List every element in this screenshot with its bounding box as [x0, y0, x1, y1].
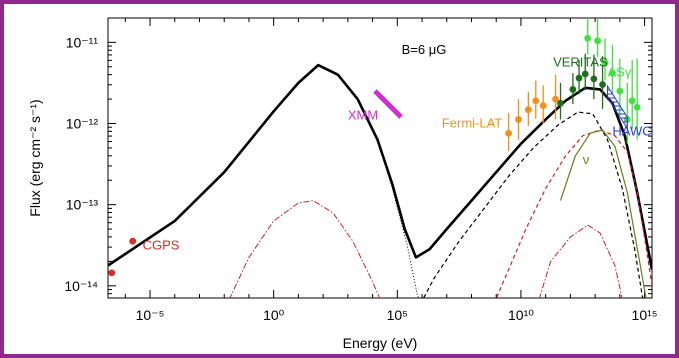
annotation-text: B=6 μG	[402, 42, 447, 57]
y-axis-title: Flux (erg cm⁻² s⁻¹)	[27, 99, 43, 216]
data-point-as	[616, 87, 624, 95]
data-point-fermi-lat	[505, 129, 512, 137]
model-curve-secondary-ic	[538, 224, 623, 298]
data-point-veritas	[569, 86, 577, 93]
model-curve-ic-component	[422, 111, 644, 298]
x-tick-label: 10⁰	[263, 307, 285, 323]
data-point-cgps	[108, 269, 116, 277]
series-label: HAWC	[612, 124, 651, 139]
data-point-fermi-lat	[524, 106, 532, 114]
model-curve-synchrotron-cutoff	[377, 139, 420, 298]
x-tick-label: 10¹⁰	[508, 307, 534, 323]
series-label: VERITAS	[553, 55, 608, 70]
data-point-as	[601, 59, 609, 67]
model-curve-pion-decay	[559, 129, 647, 298]
data-point-veritas	[599, 81, 606, 88]
data-point-as	[584, 34, 592, 42]
x-tick-label: 10⁵	[387, 307, 408, 323]
y-tick-label: 10⁻¹²	[66, 116, 99, 132]
series-label: Fermi-LAT	[442, 116, 502, 131]
model-curve-secondary-ic-dashed	[495, 129, 652, 298]
data-point-veritas	[581, 70, 589, 78]
y-tick-label: 10⁻¹³	[66, 197, 99, 213]
data-point-veritas	[575, 74, 583, 82]
series-label: ν	[583, 152, 590, 167]
series-label: ASγ	[607, 64, 631, 79]
data-point-as	[594, 37, 601, 45]
data-point-fermi-lat	[515, 116, 522, 123]
x-axis-title: Energy (eV)	[343, 335, 418, 351]
x-tick-label: 10¹⁵	[632, 307, 658, 323]
model-curve-total	[108, 63, 652, 270]
model-curve-secondary-sync	[229, 200, 381, 298]
data-point-fermi-lat	[552, 95, 559, 103]
data-point-cgps	[129, 237, 137, 245]
data-point-fermi-lat	[532, 97, 540, 105]
data-point-veritas	[590, 75, 598, 83]
data-point-as	[628, 97, 636, 105]
series-label: XMM	[348, 107, 378, 122]
data-point-veritas	[557, 99, 564, 107]
data-band-hawc	[606, 84, 628, 131]
data-point-as	[609, 69, 616, 77]
data-band-xmm	[373, 89, 403, 119]
series-label: CGPS	[143, 237, 180, 252]
x-tick-label: 10⁻⁵	[136, 307, 165, 323]
y-tick-label: 10⁻¹⁴	[64, 278, 98, 294]
data-point-fermi-lat	[539, 102, 547, 110]
data-point-as	[633, 103, 641, 111]
y-tick-label: 10⁻¹¹	[66, 34, 99, 50]
